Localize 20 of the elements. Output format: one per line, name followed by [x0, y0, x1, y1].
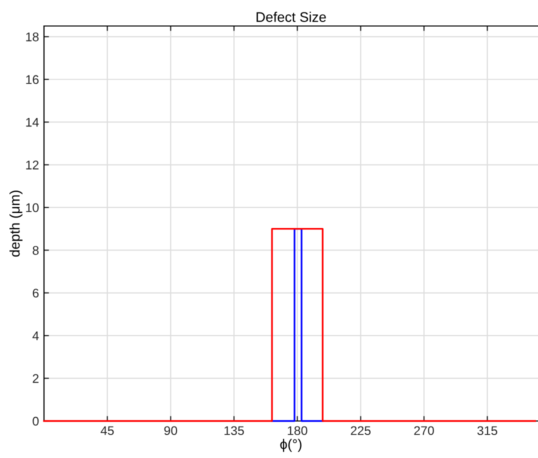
y-tick-label: 8 [32, 246, 39, 255]
y-tick-label: 18 [26, 32, 39, 42]
y-tick-label: 16 [26, 75, 39, 84]
y-tick-label: 4 [32, 332, 39, 340]
y-tick-label: 12 [26, 160, 39, 170]
y-tick-label: 14 [26, 118, 39, 127]
x-tick-label: 270 [414, 426, 434, 436]
x-tick-label: 315 [477, 426, 498, 436]
chart-title: Defect Size [256, 12, 326, 22]
x-tick-label: 180 [288, 426, 308, 436]
y-tick-label: 2 [32, 374, 39, 383]
y-axis-title: depth (μm) [10, 190, 22, 257]
x-axis-title: ϕ(°) [280, 438, 302, 452]
y-tick-label: 6 [32, 288, 39, 298]
x-tick-label: 135 [224, 426, 244, 436]
y-tick-label: 0 [32, 416, 39, 426]
x-tick-label: 225 [350, 426, 371, 436]
y-tick-label: 10 [26, 203, 39, 212]
x-tick-label: 45 [100, 426, 114, 436]
x-tick-label: 90 [164, 426, 178, 436]
